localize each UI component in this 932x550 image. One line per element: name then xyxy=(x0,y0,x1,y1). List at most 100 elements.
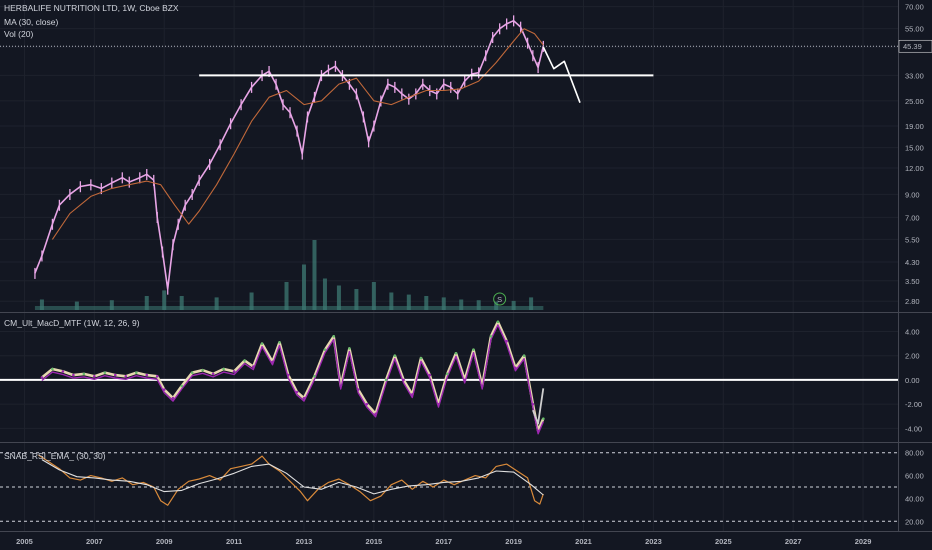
volume-bar-7 xyxy=(249,292,254,310)
macd-point-34 xyxy=(365,402,369,406)
price-tick-label-13: 2.80 xyxy=(905,297,920,306)
macd-point-32 xyxy=(348,347,351,350)
macd-point-2 xyxy=(61,370,65,373)
macd-point-35 xyxy=(374,412,377,416)
macd-point-40 xyxy=(419,356,423,360)
volume-bar-8 xyxy=(284,282,289,310)
macd-point-54 xyxy=(536,429,540,433)
macd-point-55 xyxy=(542,417,545,420)
x-tick-label-11: 2027 xyxy=(785,537,802,546)
price-tick-label-8: 9.00 xyxy=(905,190,920,199)
price-tick-label-7: 12.00 xyxy=(905,164,924,173)
rsi-tick-label-3: 20.00 xyxy=(905,517,924,526)
macd-point-5 xyxy=(93,374,96,378)
macd-point-24 xyxy=(278,341,281,344)
macd-point-0 xyxy=(40,376,44,379)
volume-bar-20 xyxy=(476,300,481,310)
macd-point-28 xyxy=(313,374,316,378)
volume-bar-23 xyxy=(529,297,534,310)
macd-point-18 xyxy=(222,367,225,371)
macd-tick-label-4: -4.00 xyxy=(905,424,922,433)
macd-point-52 xyxy=(522,354,526,358)
volume-bar-13 xyxy=(354,289,359,310)
macd-point-25 xyxy=(286,373,290,377)
price-tick-label-0: 70.00 xyxy=(905,3,924,12)
price-tick-label-6: 15.00 xyxy=(905,144,924,153)
macd-point-36 xyxy=(384,378,388,382)
macd-point-51 xyxy=(514,366,517,370)
macd-point-46 xyxy=(472,348,475,351)
last-price-label: 45.39 xyxy=(903,42,922,51)
macd-point-49 xyxy=(496,320,500,324)
rsi-legend: SNAB_RSI_EMA_ (30, 30) xyxy=(4,451,106,461)
rsi-tick-label-0: 80.00 xyxy=(905,449,924,458)
price-tick-label-11: 4.30 xyxy=(905,258,920,267)
chart-title: HERBALIFE NUTRITION LTD, 1W, Cboe BZX xyxy=(4,3,179,13)
volume-bar-16 xyxy=(406,294,411,310)
macd-point-12 xyxy=(162,388,166,391)
volume-bar-17 xyxy=(424,296,429,310)
macd-signal-line xyxy=(41,320,545,432)
macd-point-30 xyxy=(332,335,335,338)
macd-point-29 xyxy=(323,348,327,351)
projection-path xyxy=(542,46,581,103)
macd-point-38 xyxy=(402,378,405,382)
rsi-ema-line xyxy=(41,459,544,496)
macd-point-27 xyxy=(302,396,306,400)
volume-bar-15 xyxy=(389,292,394,310)
x-tick-label-5: 2015 xyxy=(366,537,383,546)
rsi-tick-label-2: 40.00 xyxy=(905,494,924,503)
macd-point-9 xyxy=(134,371,138,374)
macd-point-10 xyxy=(145,373,149,377)
last-price-badge xyxy=(898,39,932,53)
macd-point-23 xyxy=(271,360,274,364)
price-tick-label-4: 25.00 xyxy=(905,97,924,106)
price-tick-label-1: 55.00 xyxy=(905,25,924,34)
volume-bar-4 xyxy=(162,290,167,310)
volume-bar-18 xyxy=(441,297,446,310)
volume-bar-3 xyxy=(144,296,149,310)
macd-legend: CM_Ult_MacD_MTF (1W, 12, 26, 9) xyxy=(4,318,140,328)
macd-point-19 xyxy=(232,370,236,373)
macd-point-20 xyxy=(243,359,246,362)
x-tick-label-0: 2005 xyxy=(16,537,33,546)
x-tick-label-4: 2013 xyxy=(296,537,313,546)
price-tick-label-12: 3.50 xyxy=(905,277,920,286)
macd-point-41 xyxy=(428,373,432,377)
macd-point-22 xyxy=(260,342,264,345)
macd-point-16 xyxy=(201,368,204,372)
x-tick-label-6: 2017 xyxy=(435,537,452,546)
macd-point-44 xyxy=(454,352,458,355)
macd-point-4 xyxy=(82,372,86,376)
macd-point-26 xyxy=(295,390,299,394)
price-tick-label-5: 19.00 xyxy=(905,122,924,131)
macd-point-33 xyxy=(356,388,360,391)
x-tick-label-12: 2029 xyxy=(855,537,872,546)
macd-point-7 xyxy=(114,373,117,377)
volume-bar-9 xyxy=(301,264,306,310)
volume-bar-0 xyxy=(39,299,44,310)
macd-point-43 xyxy=(445,372,449,376)
volume-bar-22 xyxy=(511,300,516,310)
volume-base-strip xyxy=(34,306,544,310)
macd-point-1 xyxy=(51,367,54,371)
event-marker-circle xyxy=(493,292,507,306)
macd-point-50 xyxy=(505,339,508,343)
macd-point-31 xyxy=(339,384,342,388)
macd-point-21 xyxy=(252,365,255,368)
x-tick-label-8: 2021 xyxy=(575,537,592,546)
macd-tick-label-3: -2.00 xyxy=(905,400,922,409)
macd-point-17 xyxy=(211,372,215,376)
macd-tick-label-1: 2.00 xyxy=(905,352,920,361)
rsi-layer xyxy=(0,452,898,522)
macd-point-47 xyxy=(480,384,484,388)
macd-point-8 xyxy=(124,374,128,378)
macd-point-45 xyxy=(463,378,467,382)
rsi-tick-label-1: 60.00 xyxy=(905,472,924,481)
macd-point-39 xyxy=(411,393,414,396)
volume-bar-6 xyxy=(214,297,219,310)
macd-point-3 xyxy=(72,373,75,377)
event-marker-label: S xyxy=(497,295,502,304)
